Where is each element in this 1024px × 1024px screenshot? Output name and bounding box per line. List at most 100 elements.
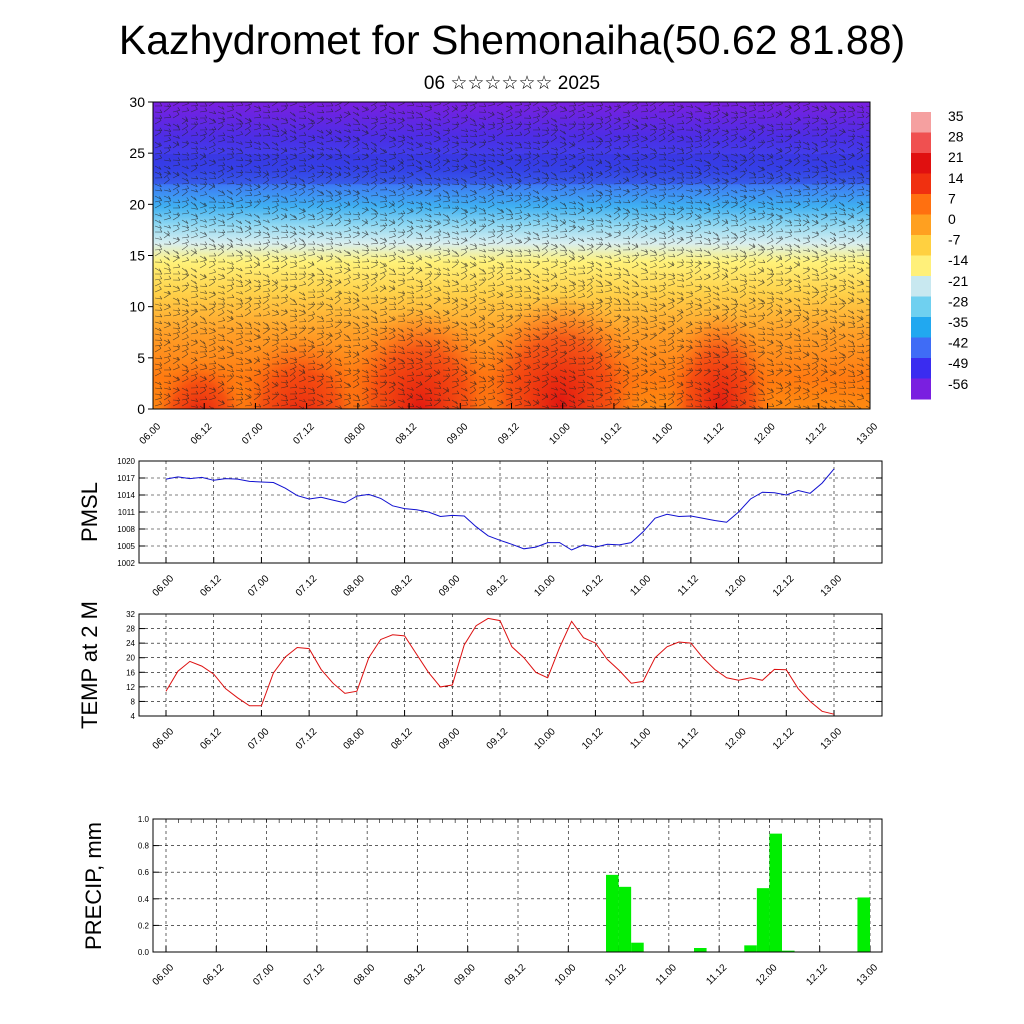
wind-barb bbox=[775, 150, 783, 155]
wind-barb bbox=[595, 183, 603, 186]
wind-barb-flag bbox=[195, 150, 199, 154]
wind-barb-flag bbox=[293, 166, 297, 170]
wind-barb bbox=[235, 126, 243, 131]
wind-barb bbox=[820, 170, 828, 173]
wind-barb-flag bbox=[735, 143, 739, 148]
wind-barb-flag bbox=[356, 164, 360, 169]
wind-barb bbox=[739, 170, 747, 173]
wind-barb bbox=[694, 105, 701, 111]
wind-barb-flag bbox=[510, 132, 514, 136]
wind-barb bbox=[541, 216, 549, 221]
wind-barb bbox=[433, 123, 441, 127]
wind-barb bbox=[847, 110, 855, 113]
wind-barb-flag bbox=[204, 219, 207, 223]
wind-barb bbox=[739, 198, 747, 203]
wind-barb-flag bbox=[546, 108, 550, 113]
wind-barb-flag bbox=[411, 200, 414, 205]
wind-barb bbox=[676, 116, 684, 119]
wind-barb bbox=[685, 171, 693, 174]
wind-barb bbox=[541, 171, 549, 176]
wind-barb-flag bbox=[600, 138, 604, 142]
wind-barb-flag bbox=[330, 211, 334, 216]
wind-barb bbox=[784, 188, 792, 191]
wind-barb-flag bbox=[591, 130, 594, 134]
wind-barb-flag bbox=[158, 166, 162, 170]
wind-barb bbox=[541, 199, 549, 203]
wind-barb bbox=[847, 155, 854, 161]
wind-barb bbox=[577, 171, 585, 176]
wind-barb-flag bbox=[573, 174, 577, 178]
wind-barb bbox=[379, 134, 387, 137]
wind-barb-flag bbox=[329, 171, 333, 175]
wind-barb bbox=[766, 156, 774, 161]
wind-barb bbox=[460, 141, 469, 143]
wind-barb-flag bbox=[204, 208, 207, 212]
wind-barb bbox=[541, 141, 549, 144]
wind-barb-flag bbox=[582, 113, 586, 118]
wind-barb-flag bbox=[707, 202, 711, 207]
wind-barb bbox=[847, 138, 855, 143]
wind-barb-flag bbox=[663, 205, 667, 209]
wind-barb bbox=[361, 129, 369, 135]
wind-barb bbox=[649, 116, 657, 119]
wind-barb-flag bbox=[627, 199, 631, 204]
wind-barb bbox=[865, 121, 870, 125]
wind-barb bbox=[694, 174, 702, 179]
wind-barb-flag bbox=[564, 177, 567, 181]
wind-barb-flag bbox=[366, 182, 370, 186]
wind-barb bbox=[559, 144, 567, 149]
wind-barb-flag bbox=[222, 132, 226, 136]
wind-barb bbox=[397, 167, 404, 173]
wind-barb bbox=[712, 155, 720, 161]
wind-barb-flag bbox=[590, 207, 594, 211]
wind-barb bbox=[739, 153, 746, 159]
wind-barb-flag bbox=[528, 173, 532, 177]
wind-barb bbox=[658, 177, 666, 181]
wind-barb bbox=[838, 105, 845, 111]
wind-barb bbox=[478, 159, 486, 163]
wind-barb-flag bbox=[572, 143, 575, 147]
wind-barb bbox=[199, 121, 207, 125]
wind-barb-flag bbox=[860, 142, 864, 146]
wind-barb-flag bbox=[266, 176, 270, 181]
wind-barb bbox=[190, 109, 198, 113]
wind-barb bbox=[667, 219, 674, 225]
wind-barb bbox=[271, 161, 278, 167]
wind-barb bbox=[604, 119, 612, 125]
wind-barb bbox=[235, 111, 242, 117]
wind-barb bbox=[757, 159, 765, 162]
wind-barb bbox=[739, 189, 747, 193]
wind-barb-flag bbox=[510, 174, 514, 178]
wind-barb-flag bbox=[167, 104, 170, 108]
wind-barb-flag bbox=[320, 152, 323, 156]
wind-barb-flag bbox=[483, 176, 487, 180]
wind-barb bbox=[181, 191, 188, 197]
wind-barb bbox=[154, 145, 162, 149]
wind-barb-flag bbox=[564, 168, 568, 172]
wind-barb-flag bbox=[734, 196, 738, 200]
wind-barb-flag bbox=[464, 184, 468, 189]
wind-barb bbox=[226, 195, 233, 201]
wind-barb-flag bbox=[474, 204, 478, 209]
wind-barb-flag bbox=[528, 154, 531, 158]
wind-barb bbox=[496, 163, 504, 167]
wind-barb-flag bbox=[636, 125, 640, 129]
wind-barb-flag bbox=[825, 167, 829, 171]
wind-barb bbox=[343, 159, 350, 165]
wind-barb bbox=[487, 123, 495, 126]
wind-barb-flag bbox=[266, 182, 269, 187]
wind-barb bbox=[253, 175, 261, 179]
wind-barb bbox=[865, 194, 870, 197]
wind-barb-flag bbox=[644, 172, 648, 176]
wind-barb-flag bbox=[555, 127, 559, 131]
wind-barb bbox=[478, 134, 486, 137]
wind-barb-flag bbox=[591, 199, 595, 203]
wind-barb-flag bbox=[815, 214, 819, 218]
wind-barb bbox=[244, 141, 252, 144]
wind-barb-flag bbox=[707, 141, 711, 145]
wind-barb-flag bbox=[871, 278, 873, 281]
wind-barb bbox=[370, 224, 378, 227]
wind-barb bbox=[586, 147, 594, 150]
wind-barb bbox=[316, 147, 324, 151]
wind-barb bbox=[181, 141, 189, 144]
